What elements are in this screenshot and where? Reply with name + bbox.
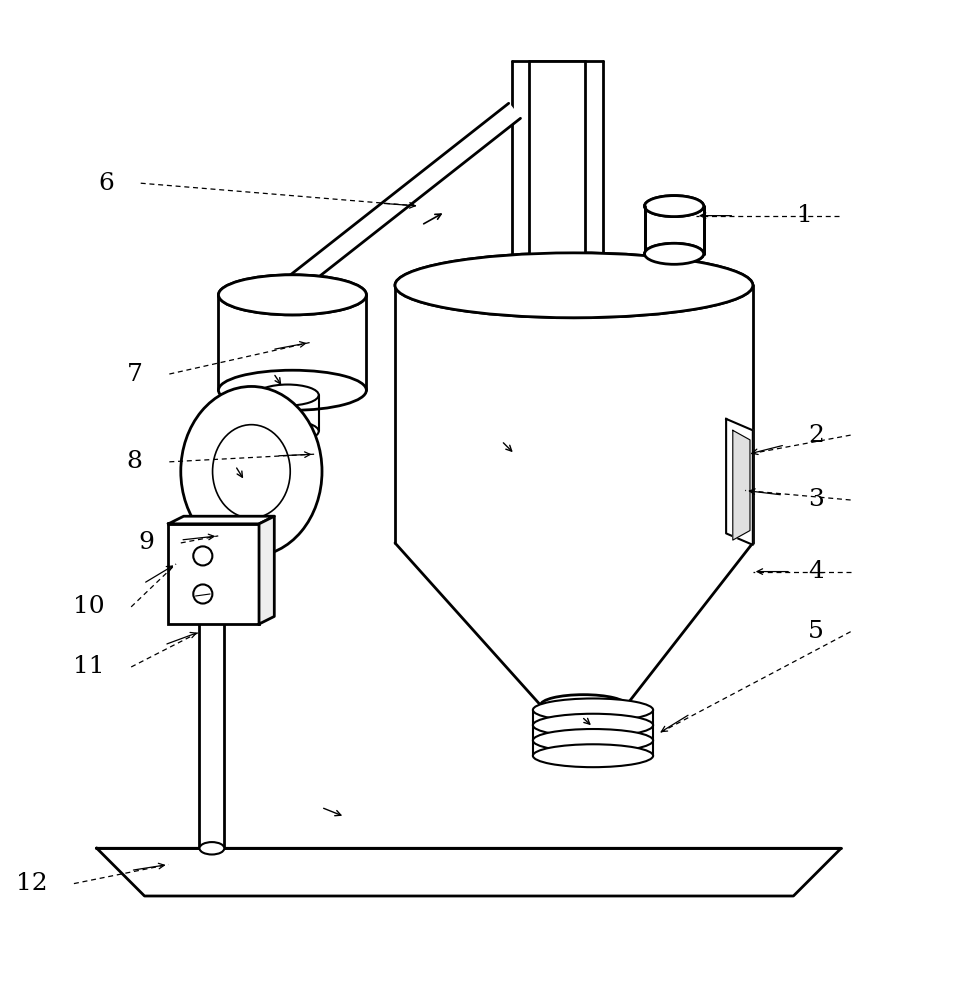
Ellipse shape [212,425,290,518]
Ellipse shape [395,253,753,318]
Ellipse shape [218,370,367,410]
Text: 5: 5 [808,620,824,643]
Polygon shape [395,543,753,705]
Ellipse shape [533,698,653,721]
Polygon shape [395,285,753,543]
Circle shape [193,584,212,604]
Text: 3: 3 [808,488,824,512]
Circle shape [193,546,212,565]
Polygon shape [218,295,367,390]
Polygon shape [733,430,750,540]
Text: 8: 8 [126,450,143,473]
Polygon shape [97,848,841,896]
Ellipse shape [644,243,703,264]
Text: 7: 7 [126,363,143,386]
Polygon shape [199,624,224,848]
Ellipse shape [256,421,319,442]
Text: 1: 1 [797,204,812,227]
Polygon shape [259,516,275,624]
Polygon shape [168,516,275,524]
Ellipse shape [533,744,653,767]
Ellipse shape [644,243,703,264]
Polygon shape [512,61,603,281]
Text: 10: 10 [73,595,104,618]
Polygon shape [290,103,521,290]
Ellipse shape [181,386,322,556]
Polygon shape [529,61,586,271]
Text: 9: 9 [138,531,154,554]
Ellipse shape [541,695,627,716]
Ellipse shape [395,253,753,318]
Text: 6: 6 [99,172,114,195]
Ellipse shape [218,275,367,315]
Ellipse shape [199,842,224,854]
Ellipse shape [285,278,306,287]
Text: 4: 4 [808,560,824,583]
Bar [168,524,259,624]
Text: 2: 2 [808,424,824,447]
Text: 12: 12 [15,872,47,895]
Ellipse shape [533,729,653,752]
Ellipse shape [533,714,653,737]
Ellipse shape [644,196,703,217]
Polygon shape [726,419,753,545]
Ellipse shape [644,196,703,217]
Ellipse shape [218,275,367,315]
Polygon shape [256,395,319,431]
Text: 11: 11 [73,655,104,678]
Ellipse shape [256,385,319,406]
